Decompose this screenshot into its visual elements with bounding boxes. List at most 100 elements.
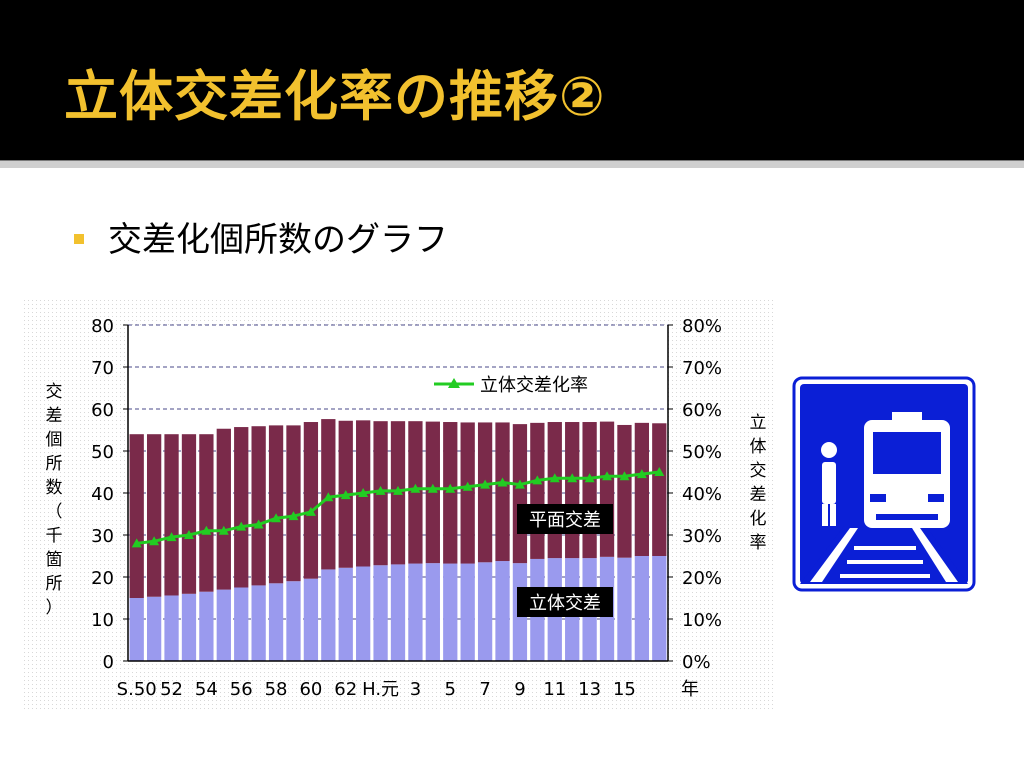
bar-grade-separated: [443, 563, 458, 661]
bar-level-crossing: [129, 434, 144, 598]
y2-axis-label: 立体交差化率: [750, 413, 767, 553]
rate-point: [480, 479, 491, 489]
axis-label-char: 体: [750, 437, 767, 457]
bar-grade-separated: [164, 595, 179, 661]
axis-label-char: 率: [750, 533, 767, 553]
bar-grade-separated: [216, 589, 231, 661]
y-tick-label: 30: [91, 526, 114, 547]
x-tick-label: 7: [479, 679, 490, 700]
axis-label-char: 差: [46, 406, 63, 426]
y-tick-label: 60: [91, 400, 114, 421]
x-tick-label: 11: [543, 679, 566, 700]
railway-crossing-sign-icon: [792, 376, 976, 592]
bar-grade-separated: [356, 566, 371, 661]
bar-grade-separated: [321, 569, 336, 661]
rate-point: [636, 469, 647, 479]
bar-level-crossing: [582, 422, 597, 559]
axis-label-char: 千: [46, 526, 63, 546]
bar-level-crossing: [181, 434, 197, 594]
slide-content: 交差化個所数のグラフ 0 10 20 30 40 50 60 70 80 0% 10% 20% 30%…: [0, 168, 1024, 768]
x-tick-label: 15: [613, 679, 636, 700]
legend-line: 立体交差化率: [434, 375, 588, 396]
bar-grade-separated: [251, 585, 266, 661]
y-tick-label: 20: [91, 568, 114, 589]
axis-label-char: （: [46, 502, 63, 522]
title-separator: [0, 160, 1024, 168]
bar-grade-separated: [634, 556, 650, 661]
rate-point: [149, 536, 160, 546]
legend-triangle-marker: [448, 378, 460, 388]
y2-tick-label: 10%: [682, 610, 722, 631]
y-tick-label: 10: [91, 610, 114, 631]
x-tick-label: 3: [410, 679, 421, 700]
bar-grade-separated: [199, 591, 214, 661]
bar-level-crossing: [460, 422, 475, 564]
rate-point: [305, 506, 316, 516]
x-tick-label: H.元: [362, 679, 399, 700]
y2-tick-label: 0%: [682, 652, 711, 673]
rate-point: [236, 521, 247, 531]
bullet-square-icon: [74, 234, 84, 244]
rate-point: [271, 513, 282, 523]
axis-label-char: 差: [750, 485, 767, 505]
x-tick-label: 年: [681, 679, 699, 700]
label-grade-separated: 立体交差: [517, 587, 613, 617]
rate-point: [340, 490, 351, 500]
rate-point: [218, 525, 229, 535]
axis-label-char: 交: [46, 382, 63, 402]
bullet-text: 交差化個所数のグラフ: [108, 220, 448, 260]
x-tick-label: 56: [230, 679, 253, 700]
bar-grade-separated: [268, 583, 284, 661]
bar-grade-separated: [460, 563, 475, 661]
bar-level-crossing: [599, 421, 615, 557]
bar-level-crossing: [199, 434, 214, 592]
bar-level-crossing: [617, 424, 632, 558]
axis-label-char: ）: [46, 598, 63, 618]
rate-point: [166, 532, 177, 542]
x-tick-label: 52: [160, 679, 183, 700]
rate-point: [358, 488, 369, 497]
bar-level-crossing: [303, 422, 319, 579]
x-tick-label: 58: [265, 679, 288, 700]
rate-point: [131, 538, 142, 548]
bar-level-crossing: [234, 427, 249, 588]
x-tick-label: 13: [578, 679, 601, 700]
rate-point: [567, 473, 578, 483]
axis-label-char: 所: [46, 454, 63, 474]
x-tick-label: 54: [195, 679, 218, 700]
bar-level-crossing: [634, 422, 650, 556]
axis-label-char: 数: [46, 478, 63, 498]
rate-point: [183, 530, 194, 539]
bar-level-crossing: [216, 428, 231, 590]
axis-label-char: 立: [750, 413, 767, 433]
bar-grade-separated: [234, 587, 249, 661]
rate-point: [584, 473, 595, 483]
bar-level-crossing: [477, 422, 493, 563]
rate-point: [602, 471, 613, 481]
bar-level-crossing: [495, 422, 510, 562]
bar-level-crossing: [164, 434, 179, 596]
bar-grade-separated: [617, 557, 632, 661]
y2-tick-label: 50%: [682, 442, 722, 463]
label-level-crossing: 平面交差: [517, 504, 613, 534]
label-level-crossing-text: 平面交差: [529, 510, 601, 531]
bar-grade-separated: [408, 563, 423, 661]
rate-point: [410, 483, 421, 493]
bar-level-crossing: [512, 424, 528, 564]
y-tick-label: 70: [91, 358, 114, 379]
rate-point: [445, 483, 456, 493]
bar-grade-separated: [652, 556, 667, 661]
rate-point: [532, 475, 543, 485]
y2-tick-label: 40%: [682, 484, 722, 505]
bar-grade-separated: [286, 581, 301, 661]
y2-tick-label: 80%: [682, 316, 722, 337]
bar-grade-separated: [181, 593, 197, 661]
rate-point: [462, 481, 473, 491]
rate-point: [288, 511, 299, 521]
bar-level-crossing: [652, 423, 667, 556]
rate-point: [393, 485, 403, 495]
bar-grade-separated: [303, 578, 319, 661]
x-tick-label: 62: [334, 679, 357, 700]
rate-point: [549, 473, 560, 483]
axis-label-char: 個: [46, 430, 63, 450]
